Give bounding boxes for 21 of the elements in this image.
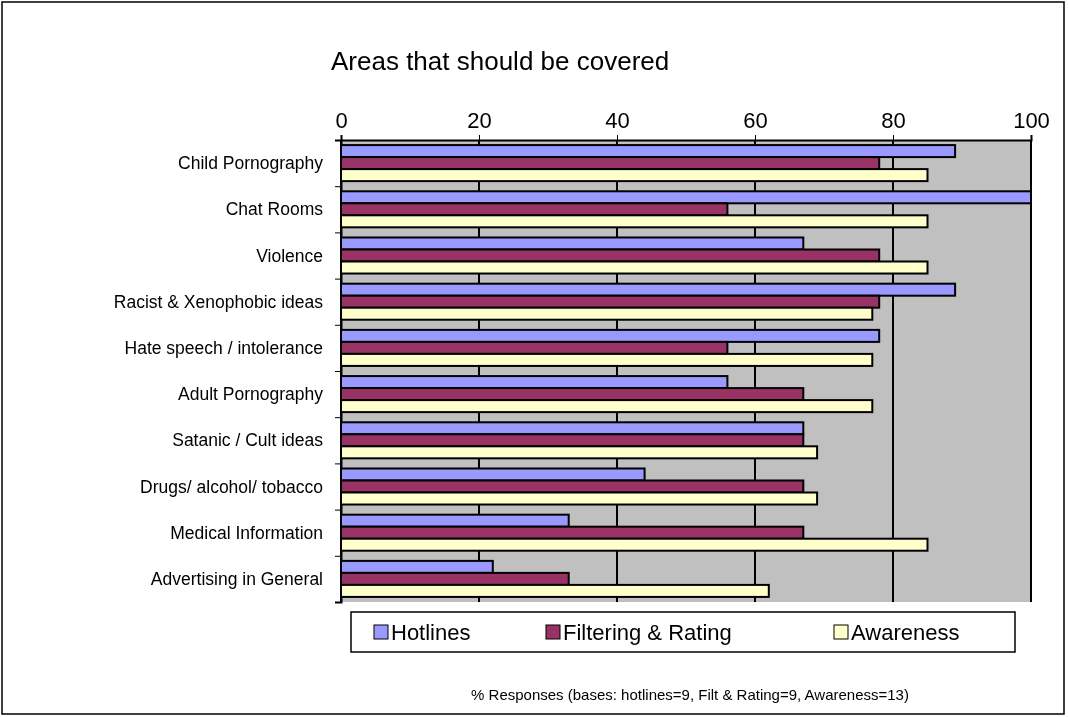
- legend-label: Hotlines: [391, 620, 471, 645]
- legend-label: Filtering & Rating: [563, 620, 732, 645]
- y-tick-label: Child Pornography: [178, 153, 324, 174]
- y-tick-label: Adult Pornography: [178, 384, 324, 405]
- y-tick-label: Chat Rooms: [225, 199, 324, 220]
- y-tick-label: Satanic / Cult ideas: [172, 430, 324, 451]
- legend-label: Awareness: [851, 620, 960, 645]
- text: % Responses (bases: hotlines=9, Filt & Rating=9, Awareness=13): [471, 686, 909, 703]
- x-tick-label: 0: [335, 108, 348, 133]
- x-tick-label: 100: [1013, 108, 1050, 133]
- y-tick-label: Drugs/ alcohol/ tobacco: [140, 476, 323, 497]
- x-tick-label: 60: [743, 108, 768, 133]
- x-tick-label: 80: [881, 108, 906, 133]
- y-tick-label: Hate speech / intolerance: [124, 337, 323, 358]
- y-tick-label: Medical Information: [170, 522, 323, 543]
- y-tick-label: Violence: [256, 245, 323, 266]
- x-tick-label: 20: [467, 108, 492, 133]
- x-tick-label: 40: [605, 108, 630, 133]
- y-tick-label: Racist & Xenophobic ideas: [113, 291, 324, 312]
- chart-title: Areas that should be covered: [331, 46, 670, 76]
- y-tick-label: Advertising in General: [150, 568, 323, 589]
